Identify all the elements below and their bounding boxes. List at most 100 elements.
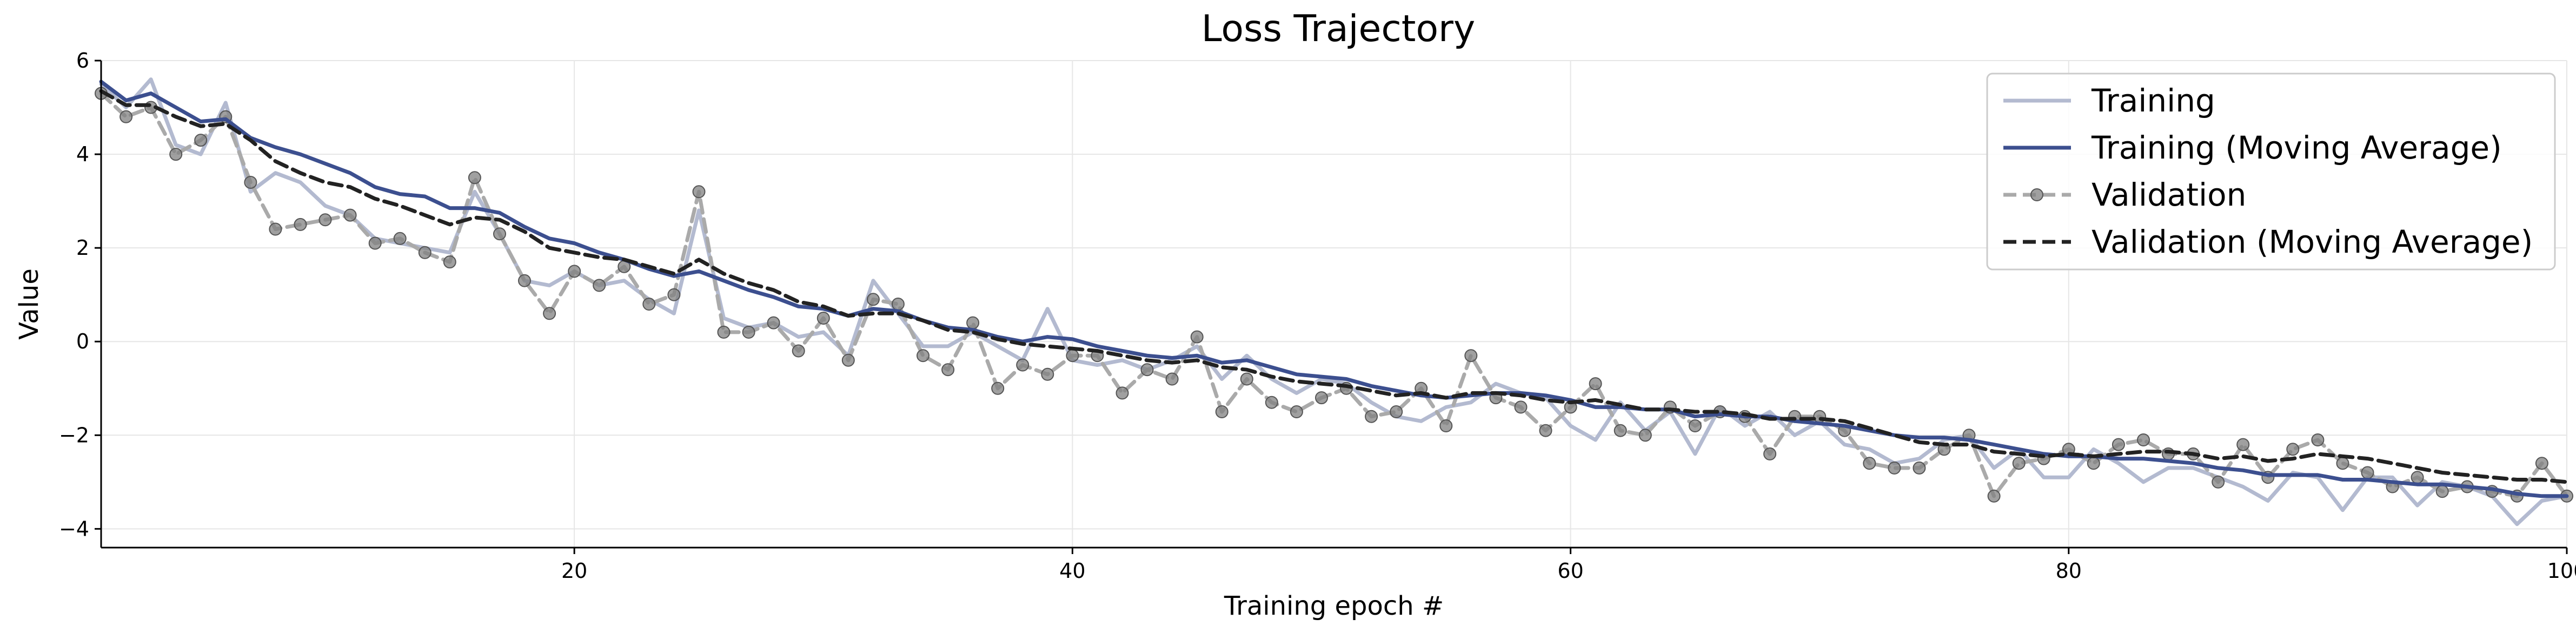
series-line-validation xyxy=(99,91,2569,498)
data-point-validation xyxy=(2361,466,2374,479)
data-point-validation xyxy=(244,176,257,189)
y-tick-label: −2 xyxy=(59,423,89,447)
data-point-validation xyxy=(1140,363,1154,377)
data-point-validation xyxy=(1589,377,1602,391)
y-tick-label: −4 xyxy=(59,517,89,541)
legend-label-validation: Validation xyxy=(2092,176,2246,213)
data-point-validation xyxy=(2137,433,2150,446)
data-point-validation xyxy=(2336,457,2349,470)
data-point-validation xyxy=(1016,358,1030,372)
data-point-validation xyxy=(1165,372,1179,386)
data-point-validation xyxy=(518,274,531,287)
axes xyxy=(100,61,2567,549)
data-point-validation xyxy=(1888,461,1901,475)
x-tick-label: 100 xyxy=(2547,559,2576,583)
data-point-validation xyxy=(1365,410,1378,423)
data-point-validation xyxy=(1514,400,1528,414)
data-point-validation xyxy=(1315,391,1328,405)
series-line-training-moving-average xyxy=(99,80,2569,498)
data-point-validation xyxy=(841,353,855,367)
data-point-validation xyxy=(2212,475,2225,489)
data-point-validation xyxy=(1688,419,1702,432)
data-point-validation xyxy=(642,298,656,311)
data-point-validation xyxy=(194,134,208,147)
legend-label-training: Training xyxy=(2091,82,2215,119)
data-point-validation xyxy=(966,316,980,330)
data-point-validation xyxy=(1987,489,2001,503)
legend-label-validation-moving-average: Validation (Moving Average) xyxy=(2092,223,2533,260)
data-point-validation xyxy=(2012,457,2026,470)
data-point-validation xyxy=(2236,438,2250,451)
data-point-validation xyxy=(593,279,606,292)
data-point-validation xyxy=(2535,457,2548,470)
data-point-validation xyxy=(1390,405,1403,418)
data-point-validation xyxy=(294,218,307,231)
data-point-validation xyxy=(792,344,805,358)
data-point-validation xyxy=(1464,349,1478,363)
data-point-validation xyxy=(493,227,506,241)
x-axis-title: Training epoch # xyxy=(1224,591,1444,621)
legend-marker-validation xyxy=(2030,188,2043,201)
data-point-validation xyxy=(742,325,755,339)
x-tick-label: 60 xyxy=(1557,559,1583,583)
legend-frame xyxy=(1986,73,2556,271)
data-point-validation xyxy=(393,232,407,245)
data-point-validation xyxy=(443,255,456,269)
x-tick-label: 80 xyxy=(2056,559,2082,583)
data-point-validation xyxy=(543,307,556,320)
data-point-validation xyxy=(866,293,880,306)
data-point-validation xyxy=(468,171,481,185)
data-point-validation xyxy=(318,213,332,227)
data-point-validation xyxy=(2411,471,2424,484)
y-axis-title: Value xyxy=(14,268,44,340)
data-point-validation xyxy=(1863,457,1876,470)
data-point-validation xyxy=(368,236,382,250)
y-tick-label: 0 xyxy=(76,330,89,353)
data-point-validation xyxy=(917,349,930,363)
data-point-validation xyxy=(1066,349,1079,363)
ticks: 20 40 60 80 100 −4 −2 0 2 4 6 xyxy=(59,49,2576,583)
data-point-validation xyxy=(418,246,431,259)
y-tick-label: 2 xyxy=(76,236,89,260)
series-line-validation-moving-average xyxy=(99,89,2569,484)
x-tick-label: 40 xyxy=(1059,559,1085,583)
data-point-validation xyxy=(1215,405,1229,418)
data-point-validation xyxy=(991,381,1005,395)
data-point-validation xyxy=(1763,447,1777,460)
data-point-validation xyxy=(1265,396,1278,409)
y-tick-label: 6 xyxy=(76,49,89,73)
data-point-validation xyxy=(2112,438,2125,451)
y-tick-label: 4 xyxy=(76,142,89,166)
data-point-validation xyxy=(1439,419,1453,432)
data-point-validation xyxy=(717,325,731,339)
x-tick-label: 20 xyxy=(561,559,587,583)
legend: Training Training (Moving Average) Valid… xyxy=(1986,73,2556,271)
data-point-validation xyxy=(119,110,133,123)
data-point-validation xyxy=(1240,372,1253,386)
data-point-validation xyxy=(767,316,780,330)
data-point-validation xyxy=(891,298,905,311)
data-point-validation xyxy=(1116,386,1129,400)
data-point-validation xyxy=(1290,405,1303,418)
data-point-validation xyxy=(2311,433,2325,446)
data-point-validation xyxy=(1638,429,1652,442)
data-point-validation xyxy=(692,185,706,199)
data-point-validation xyxy=(941,363,955,377)
data-point-validation xyxy=(1614,424,1627,437)
data-point-validation xyxy=(2435,485,2449,498)
data-point-validation xyxy=(568,265,581,278)
data-point-validation xyxy=(1041,367,1054,381)
series-group xyxy=(95,77,2573,526)
data-point-validation xyxy=(1539,424,1552,437)
data-point-validation xyxy=(1190,330,1204,344)
legend-label-training-moving-average: Training (Moving Average) xyxy=(2091,129,2502,166)
data-point-validation xyxy=(816,312,830,325)
data-point-validation xyxy=(667,288,681,301)
data-point-validation xyxy=(2087,457,2100,470)
data-point-validation xyxy=(343,208,357,222)
data-point-validation xyxy=(2286,443,2300,456)
chart-title: Loss Trajectory xyxy=(1201,8,1476,50)
data-point-validation xyxy=(269,222,282,236)
data-point-validation xyxy=(1913,461,1926,475)
